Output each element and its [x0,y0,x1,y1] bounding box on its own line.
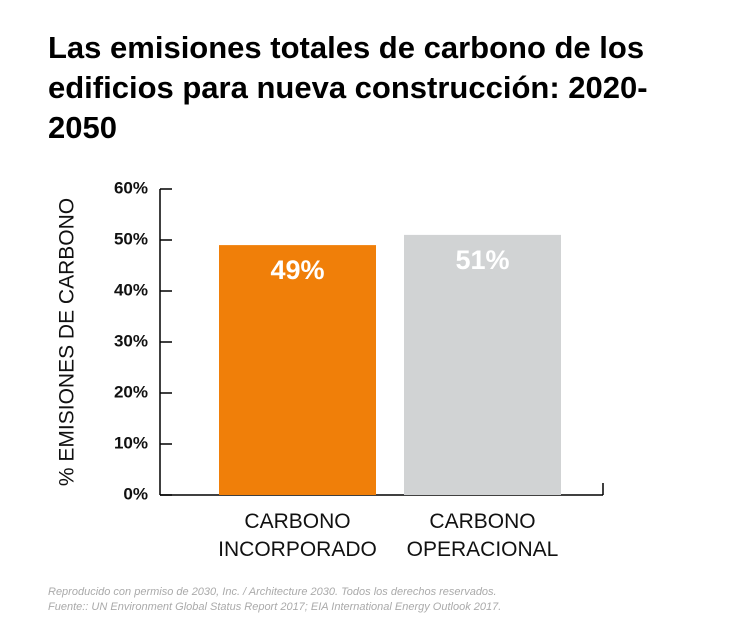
y-tick-label: 10% [114,433,148,452]
y-tick-label: 50% [114,229,148,248]
x-tick-label: CARBONO INCORPORADO [218,510,377,561]
x-tick-label: CARBONO OPERACIONAL [406,510,559,561]
y-tick-label: 0% [123,484,148,503]
y-tick-label: 20% [114,382,148,401]
y-tick-label: 40% [114,280,148,299]
value-label: 49% [270,255,324,285]
bar [404,234,561,495]
y-tick-label: 30% [114,331,148,350]
y-tick-label: 60% [114,178,148,197]
value-label: 51% [455,245,509,275]
bar [219,245,376,495]
y-axis-label: % EMISIONES DE CARBONO [56,198,79,486]
note: Reproducido con permiso de 2030, Inc. / … [48,586,497,598]
note: Fuente:: UN Environment Global Status Re… [48,601,502,613]
chart-title: Las emisiones totales de carbono de los … [48,30,648,145]
